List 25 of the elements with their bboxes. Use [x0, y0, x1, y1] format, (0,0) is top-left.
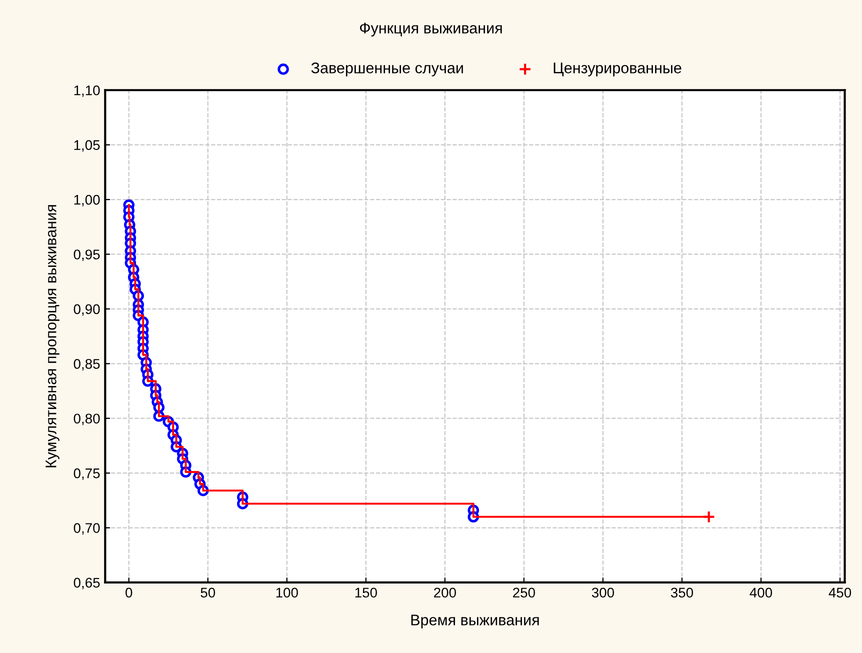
legend-label: Завершенные случаи: [311, 62, 463, 76]
x-tick-label: 150: [355, 588, 377, 598]
x-tick-label: 350: [670, 588, 694, 598]
x-tick-label: 450: [828, 588, 852, 598]
x-tick-label: 300: [592, 588, 614, 598]
x-tick-label: 50: [200, 588, 216, 598]
x-tick-label: 200: [434, 588, 456, 598]
y-tick-label: 1,10: [74, 85, 100, 97]
y-tick-label: 0,85: [74, 358, 100, 370]
x-tick-label: 0: [126, 588, 132, 598]
x-tick-label: 400: [750, 588, 772, 598]
x-axis-title: Время выживания: [411, 614, 539, 628]
y-tick-label: 0,65: [74, 578, 100, 590]
y-tick-label: 0,70: [74, 523, 100, 535]
legend-label: Цензурированные: [554, 62, 682, 76]
y-tick-label: 0,75: [74, 468, 100, 480]
y-tick-label: 0,80: [74, 414, 100, 426]
y-axis-title: Кумулятивная пропорция выживания: [46, 205, 60, 468]
y-tick-label: 1,00: [74, 194, 100, 206]
x-tick-label: 100: [276, 588, 298, 598]
x-tick-label: 250: [513, 588, 535, 598]
chart-title: Функция выживания: [360, 22, 502, 37]
y-tick-label: 1,05: [74, 140, 100, 152]
y-tick-label: 0,90: [74, 304, 100, 316]
y-tick-label: 0,95: [74, 250, 100, 262]
